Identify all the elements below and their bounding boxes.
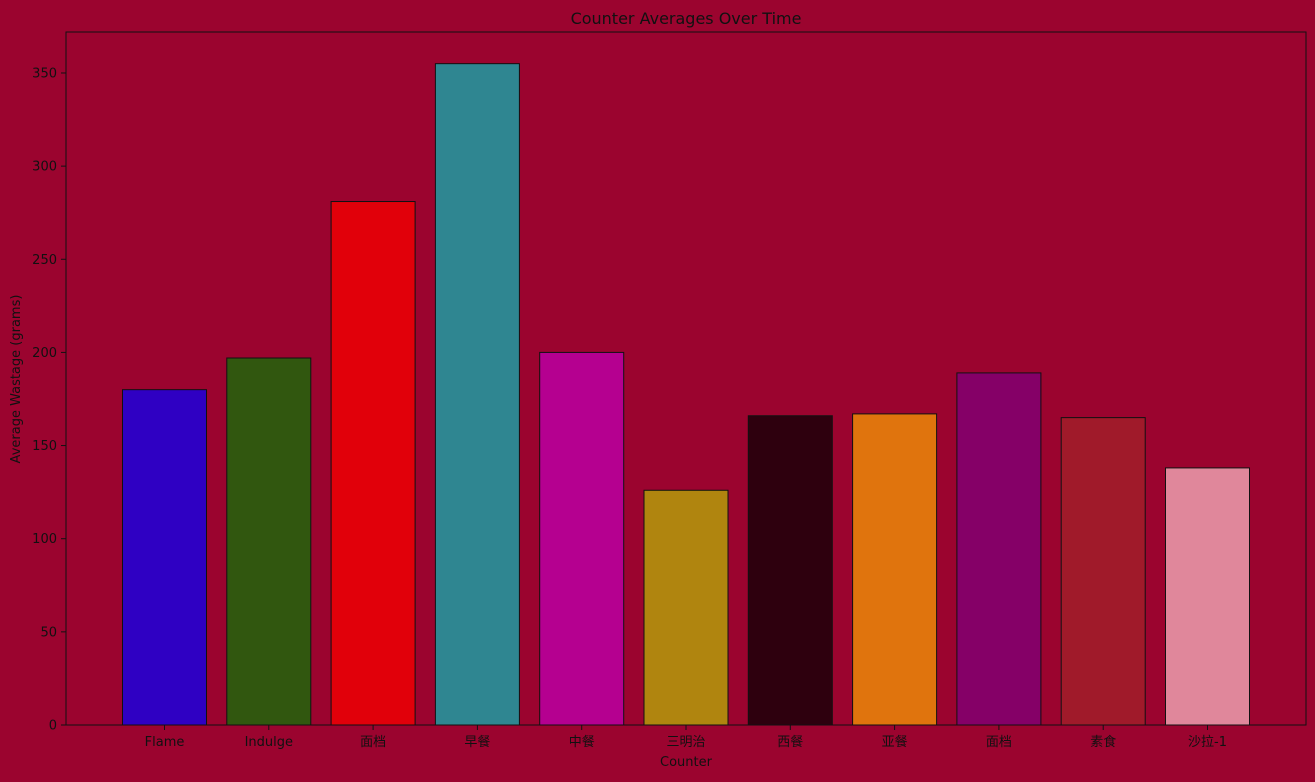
- bar: [1060, 417, 1146, 726]
- bar: [956, 372, 1042, 726]
- x-tick-label: 中餐: [569, 734, 595, 750]
- y-tick-label: 200: [32, 346, 57, 361]
- bar: [434, 63, 520, 726]
- bar: [747, 415, 833, 726]
- y-tick-label: 300: [32, 160, 57, 175]
- x-tick-label: Indulge: [245, 735, 293, 750]
- x-tick-label: Flame: [145, 735, 185, 750]
- bar: [122, 389, 207, 726]
- x-tick-label: 面档: [986, 735, 1012, 750]
- y-tick-label: 350: [32, 66, 57, 81]
- y-tick-label: 100: [32, 532, 57, 547]
- x-axis-label: Counter: [660, 755, 713, 770]
- x-tick-label: 亚餐: [882, 734, 908, 750]
- bar: [330, 201, 416, 726]
- x-tick-label: 沙拉-1: [1188, 735, 1227, 750]
- x-axis: Flame Indulge 面档 早餐 中餐 三明治 西餐 亚餐 面档 素食 沙拉-1: [145, 725, 1227, 750]
- bar: [226, 357, 312, 726]
- x-tick-label: 西餐: [777, 734, 803, 750]
- y-axis: 0 50 100 150 200 250 300 350: [32, 66, 66, 734]
- chart-title: Counter Averages Over Time: [571, 9, 802, 28]
- x-tick-label: 面档: [360, 735, 386, 750]
- y-tick-label: 150: [32, 439, 57, 454]
- y-axis-label: Average Wastage (grams): [9, 295, 24, 464]
- x-tick-label: 三明治: [666, 735, 705, 750]
- bar: [1165, 467, 1250, 726]
- y-tick-label: 50: [40, 625, 57, 640]
- y-tick-label: 250: [32, 253, 57, 268]
- bars-group: [122, 63, 1250, 726]
- bar: [539, 351, 625, 726]
- x-tick-label: 早餐: [464, 734, 490, 750]
- y-tick-label: 0: [49, 719, 57, 734]
- bar: [643, 489, 729, 726]
- x-tick-label: 素食: [1090, 734, 1116, 750]
- bar: [852, 413, 938, 726]
